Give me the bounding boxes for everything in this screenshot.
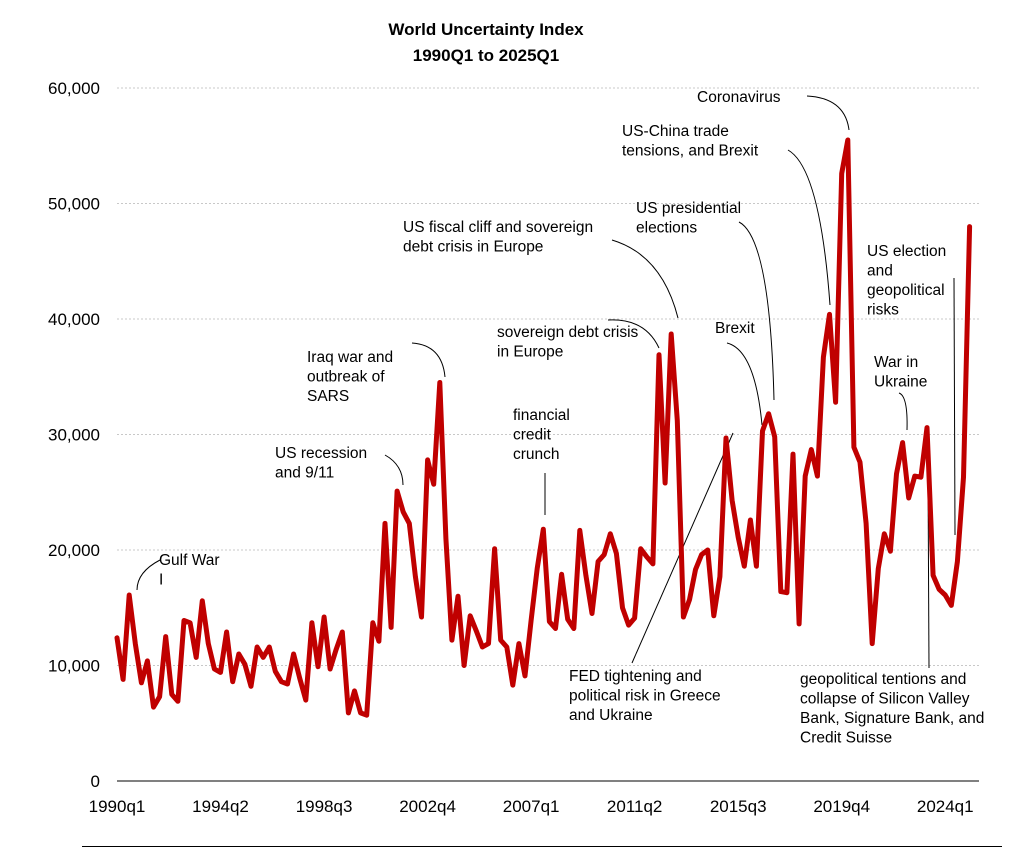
annotation-label: geopolitical tentions and collapse of Sil… <box>800 671 984 747</box>
x-tick-label: 2019q4 <box>813 797 870 816</box>
annotation-leader <box>787 149 831 306</box>
annotation-line: collapse of Silicon Valley <box>800 691 970 708</box>
annotation-label: financial credit crunch <box>513 407 570 463</box>
annotation-leader <box>953 277 956 536</box>
y-tick-label: 10,000 <box>48 657 100 676</box>
annotation-line: US fiscal cliff and sovereign <box>403 219 593 236</box>
annotation-line: US presidential <box>636 200 741 217</box>
annotation-label: US-China trade tensions, and Brexit <box>622 123 759 160</box>
y-tick-label: 50,000 <box>48 195 100 214</box>
y-tick-label: 40,000 <box>48 310 100 329</box>
annotation-line: War in <box>874 354 918 371</box>
annotation-label: Coronavirus <box>697 89 781 106</box>
annotation-leaders <box>136 95 956 669</box>
annotation-line: US-China trade <box>622 123 729 140</box>
annotation-line: Ukraine <box>874 374 927 391</box>
annotation-line: US recession <box>275 445 367 462</box>
annotation-line: debt crisis in Europe <box>403 239 543 256</box>
annotation-line: in Europe <box>497 344 563 361</box>
chart-title: World Uncertainty Index 1990Q1 to 2025Q1 <box>388 20 584 65</box>
annotation-line: and Ukraine <box>569 707 653 724</box>
x-tick-label: 1994q2 <box>192 797 249 816</box>
annotation-leader <box>726 342 763 426</box>
annotation-leader <box>384 454 404 486</box>
annotation-leader <box>898 392 908 431</box>
annotation-leader <box>411 342 446 378</box>
annotation-line: Brexit <box>715 320 755 337</box>
annotation-leader <box>738 221 775 401</box>
annotation-line: outbreak of <box>307 369 385 386</box>
annotation-label: FED tightening and political risk in Gree… <box>569 668 721 724</box>
annotation-line: sovereign debt crisis <box>497 324 639 341</box>
annotation-label: War in Ukraine <box>874 354 927 391</box>
annotation-leader <box>136 559 161 591</box>
annotation-line: credit <box>513 427 552 444</box>
annotation-leader <box>611 239 679 319</box>
annotation-line: Iraq war and <box>307 349 393 366</box>
annotation-label: US recession and 9/11 <box>275 445 367 482</box>
x-tick-label: 2024q1 <box>917 797 974 816</box>
series-line-world-uncertainty <box>114 137 973 718</box>
annotation-line: and 9/11 <box>275 465 334 482</box>
annotation-label: US fiscal cliff and sovereign debt crisis… <box>403 219 593 256</box>
x-tick-label: 2002q4 <box>399 797 456 816</box>
chart-title-line-1: World Uncertainty Index <box>388 20 584 39</box>
annotation-line: geopolitical tentions and <box>800 671 966 688</box>
annotation-line: Coronavirus <box>697 89 781 106</box>
annotations: Gulf War I US recession and 9/11 Iraq war an… <box>159 89 984 747</box>
y-tick-label: 60,000 <box>48 79 100 98</box>
chart-title-line-2: 1990Q1 to 2025Q1 <box>413 46 559 65</box>
x-tick-label: 2011q2 <box>607 797 662 816</box>
annotation-line: risks <box>867 302 899 319</box>
x-tick-label: 1990q1 <box>89 797 146 816</box>
annotation-line: Credit Suisse <box>800 730 892 747</box>
x-tick-label: 2015q3 <box>710 797 767 816</box>
y-tick-label: 30,000 <box>48 426 100 445</box>
annotation-line: SARS <box>307 388 349 405</box>
y-tick-label: 0 <box>91 772 100 791</box>
annotation-label: US presidential elections <box>636 200 741 237</box>
annotation-line: Gulf War <box>159 552 220 569</box>
annotation-label: Brexit <box>715 320 755 337</box>
annotation-label: Gulf War I <box>159 552 220 589</box>
annotation-label: Iraq war and outbreak of SARS <box>307 349 393 405</box>
annotation-line: geopolitical <box>867 282 945 299</box>
x-tick-label: 1998q3 <box>296 797 353 816</box>
annotation-line: Bank, Signature Bank, and <box>800 710 984 727</box>
annotation-line: US election <box>867 243 946 260</box>
bottom-rule <box>82 846 1002 847</box>
annotation-leader <box>607 319 660 349</box>
series-layer <box>114 137 973 718</box>
annotation-line: political risk in Greece <box>569 688 721 705</box>
annotation-line: tensions, and Brexit <box>622 143 759 160</box>
annotation-leader <box>806 95 850 131</box>
x-axis-ticks: 1990q1 1994q2 1998q3 2002q4 2007q1 2011q2 2015… <box>89 797 974 816</box>
annotation-line: elections <box>636 220 697 237</box>
annotation-label: sovereign debt crisis in Europe <box>497 324 639 361</box>
annotation-label: US election and geopolitical risks <box>867 243 946 319</box>
y-tick-label: 20,000 <box>48 541 100 560</box>
annotation-line: financial <box>513 407 570 424</box>
annotation-line: FED tightening and <box>569 668 702 685</box>
annotation-line: crunch <box>513 446 560 463</box>
x-tick-label: 2007q1 <box>503 797 560 816</box>
y-axis-ticks: 0 10,000 20,000 30,000 40,000 50,000 60,000 <box>48 79 100 791</box>
annotation-line: I <box>159 572 163 589</box>
annotation-line: and <box>867 263 893 280</box>
